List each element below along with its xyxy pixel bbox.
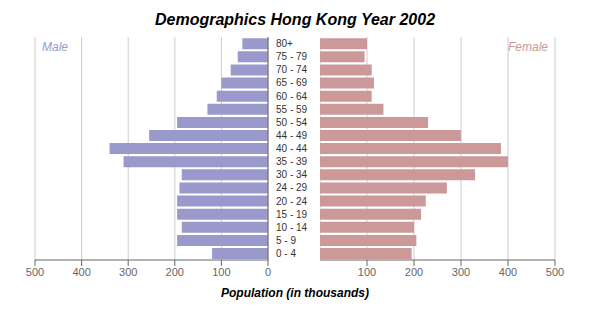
svg-text:40 - 44: 40 - 44	[276, 143, 308, 154]
svg-text:65 - 69: 65 - 69	[276, 77, 308, 88]
html-text:Population (in thousands): Population (in thousands)	[221, 286, 369, 300]
svg-text:24 - 29: 24 - 29	[276, 182, 308, 193]
svg-text:75 - 79: 75 - 79	[276, 51, 308, 62]
html-text:Female: Female	[508, 40, 548, 54]
svg-text:20 - 24: 20 - 24	[276, 196, 308, 207]
svg-text:50 - 54: 50 - 54	[276, 117, 308, 128]
svg-text:80+: 80+	[276, 38, 293, 49]
svg-text:300: 300	[452, 266, 470, 278]
svg-text:200: 200	[405, 266, 423, 278]
svg-text:5 - 9: 5 - 9	[276, 235, 296, 246]
svg-text:15 - 19: 15 - 19	[276, 209, 308, 220]
svg-text:400: 400	[72, 266, 90, 278]
svg-text:10 - 14: 10 - 14	[276, 222, 308, 233]
svg-text:200: 200	[166, 266, 184, 278]
svg-text:400: 400	[499, 266, 517, 278]
svg-text:0 - 4: 0 - 4	[276, 248, 296, 259]
svg-text:100: 100	[212, 266, 230, 278]
svg-text:300: 300	[119, 266, 137, 278]
svg-text:44 - 49: 44 - 49	[276, 130, 308, 141]
svg-text:0: 0	[265, 266, 271, 278]
svg-text:35 - 39: 35 - 39	[276, 156, 308, 167]
svg-text:30 - 34: 30 - 34	[276, 169, 308, 180]
svg-text:100: 100	[358, 266, 376, 278]
svg-text:60 - 64: 60 - 64	[276, 91, 308, 102]
svg-text:500: 500	[546, 266, 564, 278]
svg-text:70 - 74: 70 - 74	[276, 64, 308, 75]
svg-text:500: 500	[26, 266, 44, 278]
html-text:Demographics Hong Kong Year 20: Demographics Hong Kong Year 2002	[155, 11, 435, 28]
svg-text:55 - 59: 55 - 59	[276, 104, 308, 115]
html-text:Male: Male	[42, 40, 68, 54]
